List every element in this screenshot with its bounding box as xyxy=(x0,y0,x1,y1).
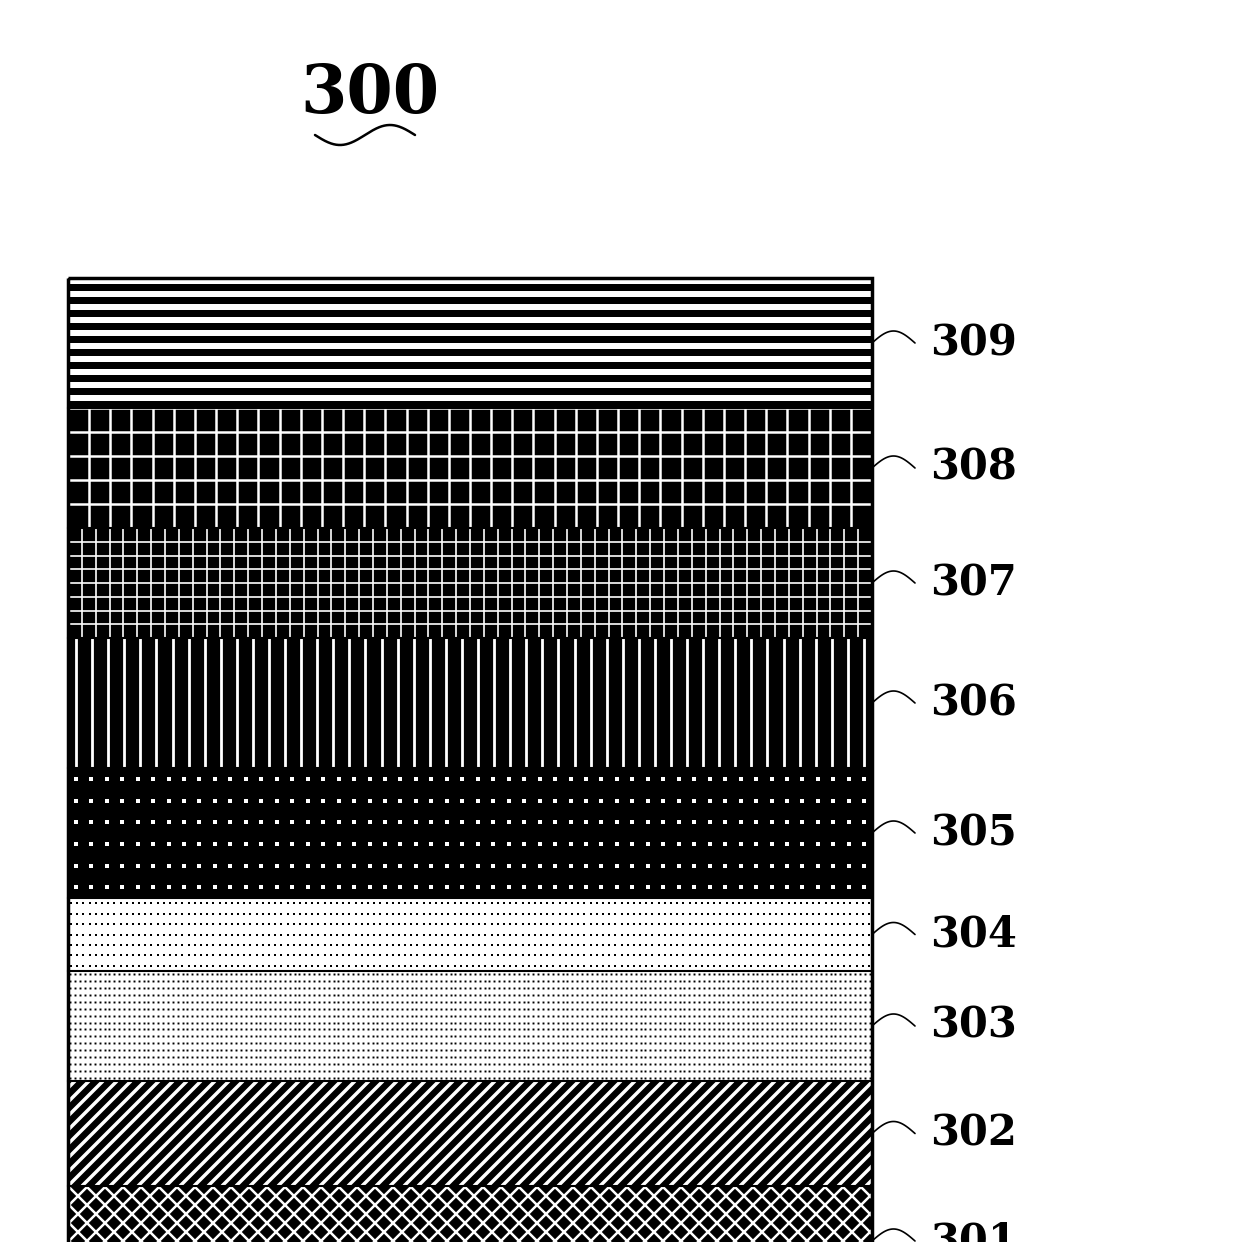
Bar xyxy=(68,278,872,1242)
Text: 303: 303 xyxy=(930,1005,1017,1047)
Bar xyxy=(68,1186,872,1242)
Bar xyxy=(68,344,872,349)
Bar xyxy=(68,409,872,528)
Text: 301: 301 xyxy=(930,1220,1017,1242)
Bar xyxy=(68,971,872,1081)
Text: 302: 302 xyxy=(930,1113,1017,1155)
Text: 308: 308 xyxy=(930,447,1017,489)
Bar xyxy=(68,383,872,388)
Text: 304: 304 xyxy=(930,914,1017,955)
Bar xyxy=(68,1081,872,1186)
Text: 305: 305 xyxy=(930,812,1017,854)
Bar xyxy=(68,768,872,898)
Bar xyxy=(68,304,872,310)
Text: 300: 300 xyxy=(300,62,439,128)
Bar xyxy=(68,395,872,401)
Bar xyxy=(68,369,872,375)
Bar xyxy=(68,292,872,297)
Bar xyxy=(68,528,872,638)
Text: 309: 309 xyxy=(930,322,1017,364)
Bar xyxy=(68,278,872,284)
Bar xyxy=(68,278,872,409)
Bar xyxy=(68,330,872,337)
Text: 307: 307 xyxy=(930,561,1017,604)
Text: 306: 306 xyxy=(930,682,1017,724)
Bar xyxy=(68,318,872,323)
Bar xyxy=(68,638,872,768)
Bar xyxy=(68,356,872,361)
Bar xyxy=(68,898,872,971)
